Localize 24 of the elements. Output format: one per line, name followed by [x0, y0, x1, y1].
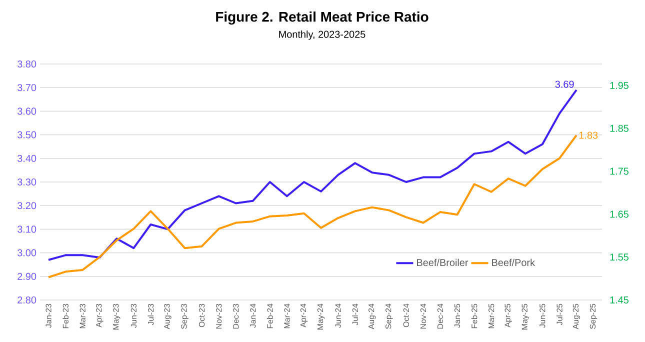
y2-tick-label: 1.45: [610, 296, 629, 304]
line-series: [48, 134, 578, 278]
y-tick-label: 3.70: [17, 84, 36, 92]
y-tick-label: 3.60: [17, 108, 36, 115]
y-tick-label: 3.50: [17, 131, 36, 138]
y-tick-label: 3.80: [17, 60, 36, 68]
data-label: 3.69: [555, 80, 574, 88]
y2-tick-label: 1.75: [610, 168, 629, 175]
y-tick-label: 3.00: [17, 249, 36, 256]
y2-tick-label: 1.55: [610, 254, 629, 261]
y-tick-label: 3.30: [17, 178, 36, 186]
y-tick-label: 3.10: [17, 226, 36, 233]
legend-label: Beef/Broiler: [417, 258, 468, 266]
y2-tick-label: 1.95: [610, 82, 629, 89]
y-tick-label: 3.40: [17, 154, 36, 162]
y2-tick-label: 1.65: [610, 210, 629, 218]
y-tick-label: 2.90: [18, 272, 36, 280]
y-tick-label: 3.20: [17, 202, 36, 210]
legend-label: Beef/Pork: [492, 258, 536, 266]
chart-title: Figure 2. Retail Meat Price Ratio: [216, 12, 428, 25]
y-tick-label: 2.80: [18, 296, 36, 304]
chart-subtitle: Monthly, 2023-2025: [279, 30, 366, 40]
data-label: 1.83: [579, 132, 598, 139]
y2-tick-label: 1.85: [610, 124, 629, 132]
